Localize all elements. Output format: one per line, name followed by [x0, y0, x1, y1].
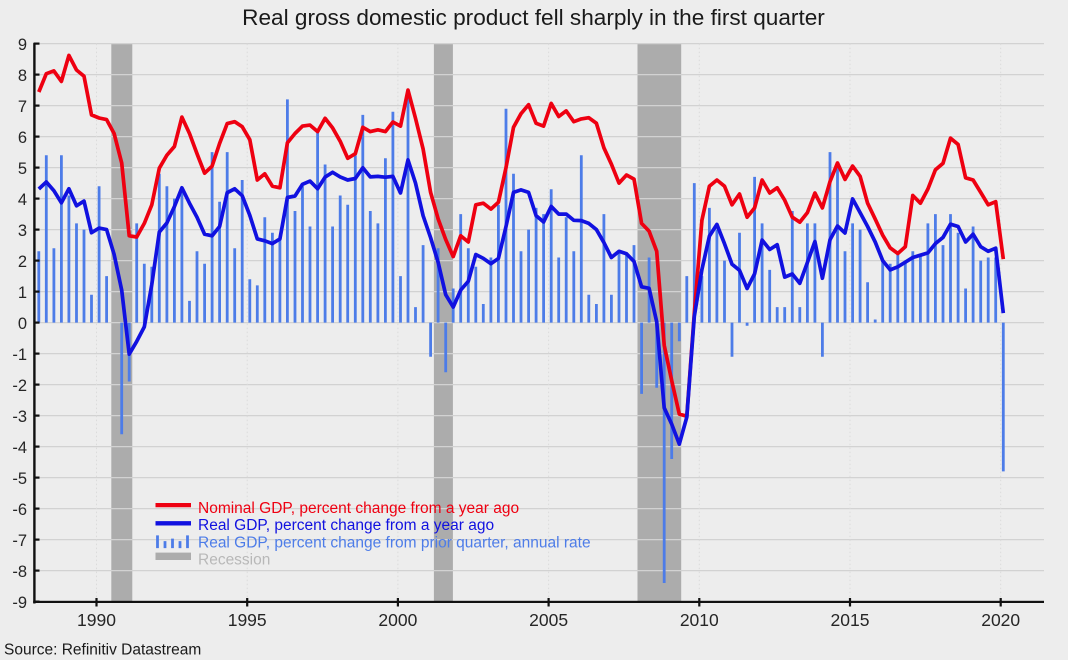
svg-text:-7: -7	[12, 532, 27, 550]
svg-text:4: 4	[18, 191, 27, 209]
svg-text:Real GDP, percent change from: Real GDP, percent change from a year ago	[198, 517, 494, 534]
svg-text:9: 9	[18, 36, 27, 54]
svg-text:Recession: Recession	[198, 551, 270, 568]
svg-text:-6: -6	[12, 501, 27, 519]
svg-text:2000: 2000	[378, 610, 417, 630]
svg-text:-1: -1	[12, 346, 27, 364]
svg-text:2020: 2020	[981, 610, 1020, 630]
svg-text:1990: 1990	[77, 610, 116, 630]
svg-text:2005: 2005	[529, 610, 568, 630]
svg-text:0: 0	[18, 315, 27, 333]
svg-text:6: 6	[18, 129, 27, 147]
svg-text:8: 8	[18, 67, 27, 85]
svg-text:-2: -2	[12, 377, 27, 395]
svg-text:-5: -5	[12, 470, 27, 488]
svg-text:5: 5	[18, 160, 27, 178]
svg-text:2010: 2010	[680, 610, 719, 630]
svg-text:Real GDP, percent change from: Real GDP, percent change from prior quar…	[198, 535, 591, 552]
svg-text:Source: Refinitiv Datastream: Source: Refinitiv Datastream	[4, 642, 201, 659]
svg-text:7: 7	[18, 98, 27, 116]
svg-text:-3: -3	[12, 408, 27, 426]
svg-text:1995: 1995	[228, 610, 267, 630]
svg-text:-4: -4	[12, 439, 27, 457]
svg-text:2015: 2015	[831, 610, 870, 630]
svg-text:3: 3	[18, 222, 27, 240]
svg-text:1: 1	[18, 284, 27, 302]
svg-text:2: 2	[18, 253, 27, 271]
svg-text:Real gross domestic product fe: Real gross domestic product fell sharply…	[242, 5, 825, 30]
svg-text:Nominal GDP, percent change fr: Nominal GDP, percent change from a year …	[198, 500, 519, 517]
svg-text:-8: -8	[12, 563, 27, 581]
svg-text:-9: -9	[12, 594, 27, 612]
